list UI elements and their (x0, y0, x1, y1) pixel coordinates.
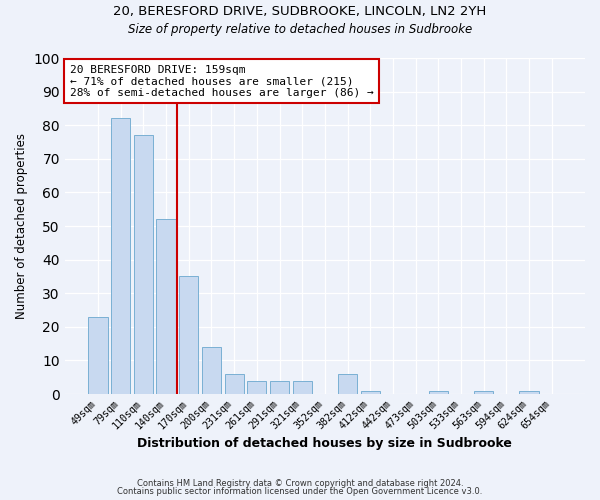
Bar (474, 390, 493, 394)
Bar (111, 118, 130, 394)
Bar (134, 136, 153, 394)
Text: Contains HM Land Registry data © Crown copyright and database right 2024.: Contains HM Land Registry data © Crown c… (137, 478, 463, 488)
Bar (247, 380, 266, 394)
Bar (270, 380, 289, 394)
Bar (224, 374, 244, 394)
X-axis label: Distribution of detached houses by size in Sudbrooke: Distribution of detached houses by size … (137, 437, 512, 450)
Text: Contains public sector information licensed under the Open Government Licence v3: Contains public sector information licen… (118, 487, 482, 496)
Bar (520, 390, 539, 394)
Y-axis label: Number of detached properties: Number of detached properties (15, 133, 28, 319)
Text: 20 BERESFORD DRIVE: 159sqm
← 71% of detached houses are smaller (215)
28% of sem: 20 BERESFORD DRIVE: 159sqm ← 71% of deta… (70, 64, 374, 98)
Bar (428, 390, 448, 394)
Bar (88, 317, 108, 394)
Bar (338, 374, 357, 394)
Bar (361, 390, 380, 394)
Bar (157, 220, 176, 394)
Bar (202, 347, 221, 394)
Text: Size of property relative to detached houses in Sudbrooke: Size of property relative to detached ho… (128, 22, 472, 36)
Bar (179, 276, 199, 394)
Bar (293, 380, 312, 394)
Text: 20, BERESFORD DRIVE, SUDBROOKE, LINCOLN, LN2 2YH: 20, BERESFORD DRIVE, SUDBROOKE, LINCOLN,… (113, 5, 487, 18)
